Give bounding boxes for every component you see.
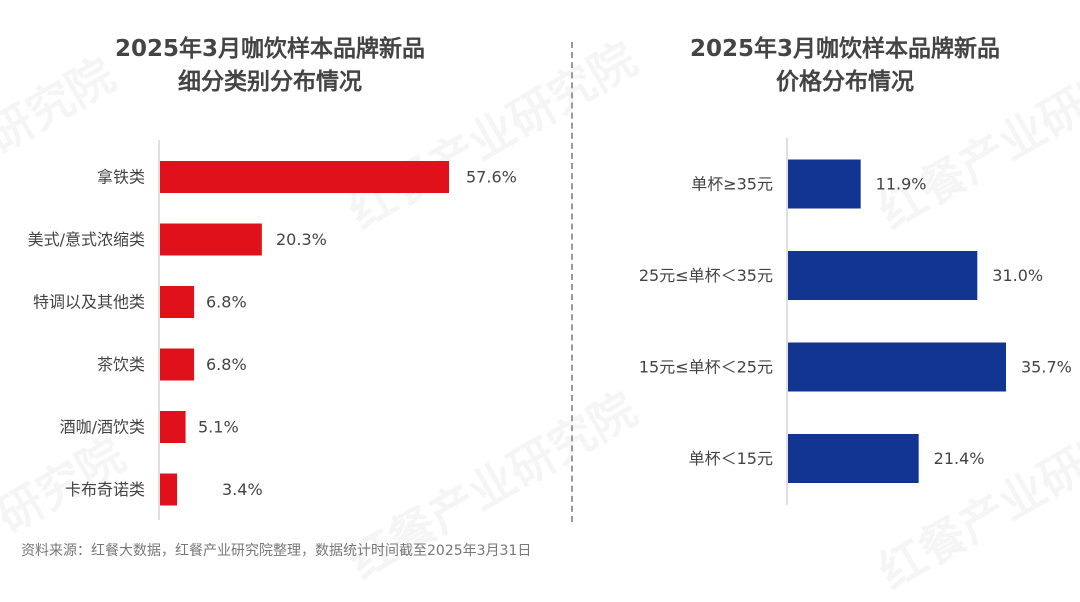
left-bar-chart: 拿铁类 57.6% 美式/意式浓缩类 20.3% 特调以及其他类 6.8% 茶饮类 6.8% 酒… bbox=[28, 140, 517, 520]
category-label: 美式/意式浓缩类 bbox=[28, 230, 145, 249]
bar-1 bbox=[160, 161, 449, 193]
bar-5 bbox=[160, 411, 186, 443]
category-label: 单杯＜15元 bbox=[689, 449, 773, 468]
category-label: 茶饮类 bbox=[97, 355, 145, 374]
chart-divider bbox=[571, 42, 573, 522]
bar-2 bbox=[788, 251, 978, 300]
right-title-line-2: 价格分布情况 bbox=[776, 69, 914, 95]
bar-2 bbox=[160, 223, 262, 256]
category-label: 卡布奇诺类 bbox=[65, 480, 145, 499]
value-label: 35.7% bbox=[1021, 358, 1072, 377]
right-bar-chart: 单杯≥35元 11.9% 25元≤单杯＜35元 31.0% 15元≤单杯＜25元 35.7… bbox=[639, 138, 1072, 505]
value-label: 11.9% bbox=[876, 175, 927, 194]
bar-4 bbox=[160, 348, 195, 381]
value-label: 21.4% bbox=[934, 449, 985, 468]
value-label: 6.8% bbox=[206, 293, 247, 312]
value-label: 31.0% bbox=[992, 266, 1043, 285]
bar-4 bbox=[788, 434, 919, 483]
left-title-line-2: 细分类别分布情况 bbox=[178, 69, 362, 95]
right-title-line-1: 2025年3月咖饮样本品牌新品 bbox=[689, 36, 1001, 62]
category-label: 特调以及其他类 bbox=[33, 293, 145, 312]
value-label: 5.1% bbox=[198, 418, 239, 437]
bar-3 bbox=[160, 286, 195, 318]
category-label: 15元≤单杯＜25元 bbox=[639, 358, 773, 377]
left-chart-title: 2025年3月咖饮样本品牌新品 细分类别分布情况 bbox=[60, 33, 480, 99]
value-label: 6.8% bbox=[206, 355, 247, 374]
bar-6 bbox=[160, 473, 178, 506]
left-title-line-1: 2025年3月咖饮样本品牌新品 bbox=[114, 36, 426, 62]
bar-1 bbox=[788, 159, 861, 209]
category-label: 单杯≥35元 bbox=[691, 175, 773, 194]
right-chart-title: 2025年3月咖饮样本品牌新品 价格分布情况 bbox=[640, 33, 1050, 99]
bar-3 bbox=[788, 342, 1006, 392]
category-label: 酒咖/酒饮类 bbox=[60, 418, 145, 437]
category-label: 拿铁类 bbox=[97, 168, 145, 187]
source-footnote: 资料来源：红餐大数据，红餐产业研究院整理，数据统计时间截至2025年3月31日 bbox=[21, 543, 532, 559]
category-label: 25元≤单杯＜35元 bbox=[639, 266, 773, 285]
value-label: 20.3% bbox=[276, 230, 327, 249]
value-label: 3.4% bbox=[222, 480, 263, 499]
value-label: 57.6% bbox=[466, 168, 517, 187]
